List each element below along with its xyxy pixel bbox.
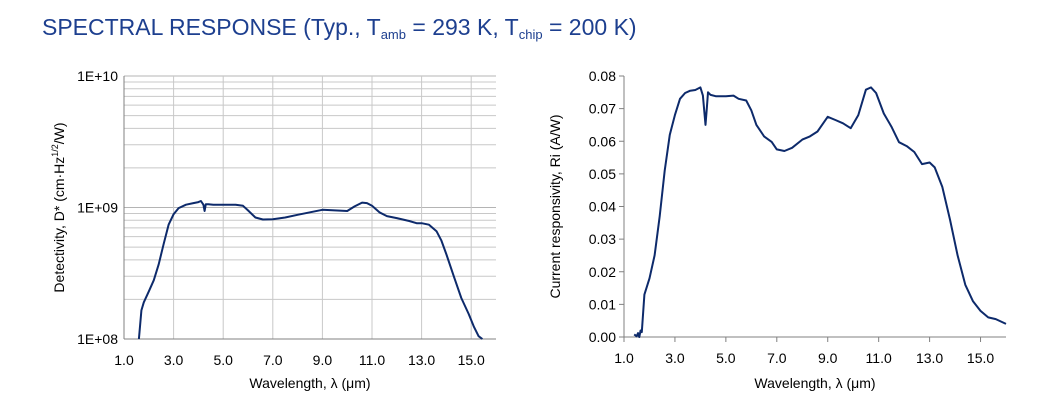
- left-y-tick-label: 1E+10: [77, 68, 118, 84]
- right-y-tick-label: 0.06: [589, 133, 616, 149]
- left-x-tick-label: 7.0: [263, 352, 283, 368]
- right-x-tick-label: 9.0: [818, 350, 838, 366]
- right-x-tick-label: 3.0: [665, 350, 685, 366]
- left-x-tick-label: 1.0: [114, 352, 134, 368]
- left-y-axis-label: Detectivity, D* (cm·Hz1/2/W): [50, 122, 67, 292]
- left-tick-labels: 1.0 3.0 5.0 7.0 9.0 11.0 13.0 15.0 1E+08 1E+09 1E+…: [77, 68, 485, 368]
- left-gridlines: [123, 75, 496, 340]
- left-axes: [123, 76, 496, 340]
- right-y-tick-label: 0.02: [589, 264, 616, 280]
- left-series: [137, 200, 483, 340]
- right-x-tick-label: 11.0: [866, 350, 892, 366]
- right-tick-labels: 1.0 3.0 5.0 7.0 9.0 11.0 13.0 15.0 0.00 0.01 0.02 0…: [589, 68, 995, 366]
- right-y-tick-label: 0.08: [589, 68, 616, 84]
- left-y-tick-label: 1E+08: [77, 331, 118, 347]
- detectivity-series-line: [137, 200, 483, 340]
- left-x-tick-label: 3.0: [164, 352, 184, 368]
- right-y-tick-label: 0.04: [589, 199, 616, 215]
- left-x-tick-label: 11.0: [359, 352, 385, 368]
- responsivity-series-line: [633, 86, 1007, 338]
- left-x-tick-label: 5.0: [213, 352, 233, 368]
- right-series: [633, 86, 1007, 338]
- right-x-tick-label: 1.0: [614, 350, 634, 366]
- right-y-axis-label: Current responsivity, Ri (A/W): [547, 114, 563, 298]
- right-y-tick-label: 0.05: [589, 166, 616, 182]
- left-x-axis-label: Wavelength, λ (μm): [249, 375, 370, 391]
- right-x-tick-label: 13.0: [916, 350, 943, 366]
- right-axes: [619, 75, 1006, 342]
- page-title: SPECTRAL RESPONSE (Typ., Tamb = 293 K, T…: [42, 14, 637, 42]
- left-x-tick-label: 9.0: [313, 352, 333, 368]
- right-x-tick-label: 15.0: [967, 350, 994, 366]
- left-x-tick-label: 13.0: [408, 352, 435, 368]
- right-y-tick-label: 0.03: [589, 231, 616, 247]
- right-y-tick-label: 0.01: [589, 296, 616, 312]
- left-x-tick-label: 15.0: [458, 352, 485, 368]
- right-y-tick-label: 0.07: [589, 101, 616, 117]
- right-y-tick-label: 0.00: [589, 329, 616, 345]
- right-x-tick-label: 7.0: [767, 350, 787, 366]
- right-x-tick-label: 5.0: [716, 350, 736, 366]
- left-y-tick-label: 1E+09: [77, 200, 118, 216]
- right-x-axis-label: Wavelength, λ (μm): [754, 375, 875, 391]
